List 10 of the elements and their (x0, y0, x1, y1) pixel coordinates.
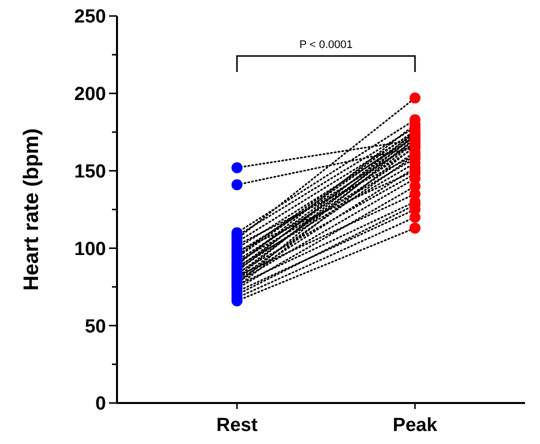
y-axis-title: Heart rate (bpm) (20, 128, 43, 291)
y-tick-label: 150 (74, 161, 106, 182)
x-tick-label: Peak (392, 415, 438, 436)
y-tick-label: 200 (74, 84, 106, 106)
y-tick-label: 250 (74, 6, 106, 28)
y-tick-label: 100 (74, 238, 106, 260)
annotation: P < 0.0001 (299, 39, 353, 51)
x-tick-label: Rest (216, 415, 258, 436)
y-tick-label: 50 (84, 316, 106, 338)
y-tick-label: 0 (95, 394, 106, 415)
